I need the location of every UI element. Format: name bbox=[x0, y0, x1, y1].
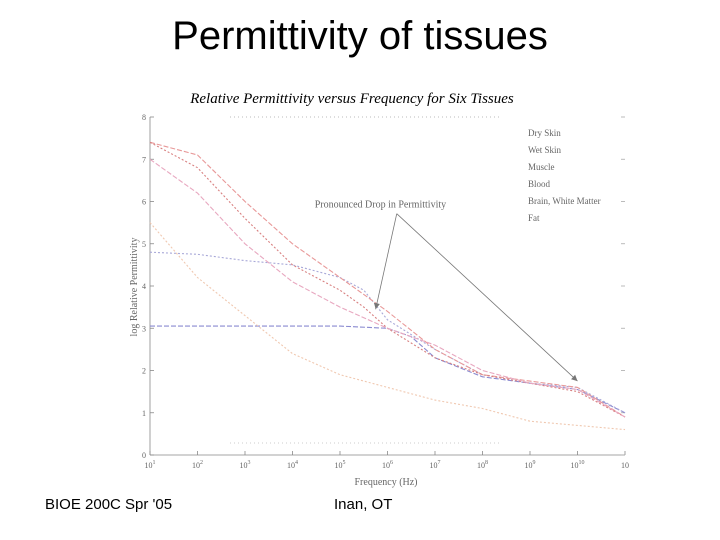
x-tick-label: 103 bbox=[240, 460, 251, 470]
x-tick-label: 104 bbox=[287, 460, 298, 470]
x-ticks: 101 102 103 104 105 106 107 108 109 1010 10 bbox=[145, 451, 629, 470]
x-tick-label: 106 bbox=[382, 460, 393, 470]
legend-label: Muscle bbox=[528, 162, 555, 172]
y-tick-label: 5 bbox=[142, 240, 146, 249]
x-tick-label: 108 bbox=[477, 460, 488, 470]
footer-author: Inan, OT bbox=[334, 496, 393, 513]
series-line bbox=[149, 141, 626, 418]
x-axis-label: Frequency (Hz) bbox=[354, 477, 417, 488]
y-tick-label: 4 bbox=[142, 282, 146, 291]
x-tick-label: 101 bbox=[145, 460, 156, 470]
y-tick-label: 0 bbox=[142, 451, 146, 460]
x-tick-label: 109 bbox=[525, 460, 536, 470]
y-tick-label: 2 bbox=[142, 367, 146, 376]
series-line bbox=[149, 158, 626, 418]
series-line bbox=[149, 141, 626, 418]
annotation-arrow bbox=[375, 213, 398, 310]
legend-label: Brain, White Matter bbox=[528, 196, 601, 206]
legend-label: Blood bbox=[528, 179, 551, 189]
y-axis-label: log Relative Permittivity bbox=[129, 238, 140, 337]
y-tick-label: 8 bbox=[142, 113, 146, 122]
footer-course: BIOE 200C Spr '05 bbox=[45, 496, 173, 513]
series-line bbox=[149, 222, 626, 431]
legend-label: Wet Skin bbox=[528, 145, 562, 155]
chart-title: Relative Permittivity versus Frequency f… bbox=[189, 91, 514, 107]
y-tick-label: 3 bbox=[142, 324, 146, 333]
arrow-head bbox=[373, 302, 380, 310]
x-tick-label: 1010 bbox=[571, 460, 585, 470]
series-lines bbox=[149, 141, 626, 431]
y-tick-label: 1 bbox=[142, 409, 146, 418]
legend-label: Dry Skin bbox=[528, 128, 561, 138]
y-tick-label: 6 bbox=[142, 198, 146, 207]
annotation: Pronounced Drop in Permittivity bbox=[315, 200, 578, 382]
annotation-arrow bbox=[396, 213, 578, 382]
series-line bbox=[149, 251, 626, 414]
x-tick-label: 10 bbox=[621, 461, 629, 470]
arrow-head bbox=[571, 374, 578, 382]
series-line bbox=[150, 325, 626, 414]
x-tick-label: 105 bbox=[335, 460, 346, 470]
y-tick-label: 7 bbox=[142, 155, 146, 164]
slide-title: Permittivity of tissues bbox=[172, 14, 548, 58]
x-tick-label: 102 bbox=[192, 460, 203, 470]
legend: Dry Skin Wet Skin Muscle Blood Brain, White … bbox=[528, 128, 601, 223]
annotation-text: Pronounced Drop in Permittivity bbox=[315, 200, 446, 211]
x-tick-label: 107 bbox=[430, 460, 441, 470]
legend-label: Fat bbox=[528, 213, 540, 223]
y-ticks: 0 1 2 3 4 5 6 7 8 bbox=[142, 113, 625, 460]
